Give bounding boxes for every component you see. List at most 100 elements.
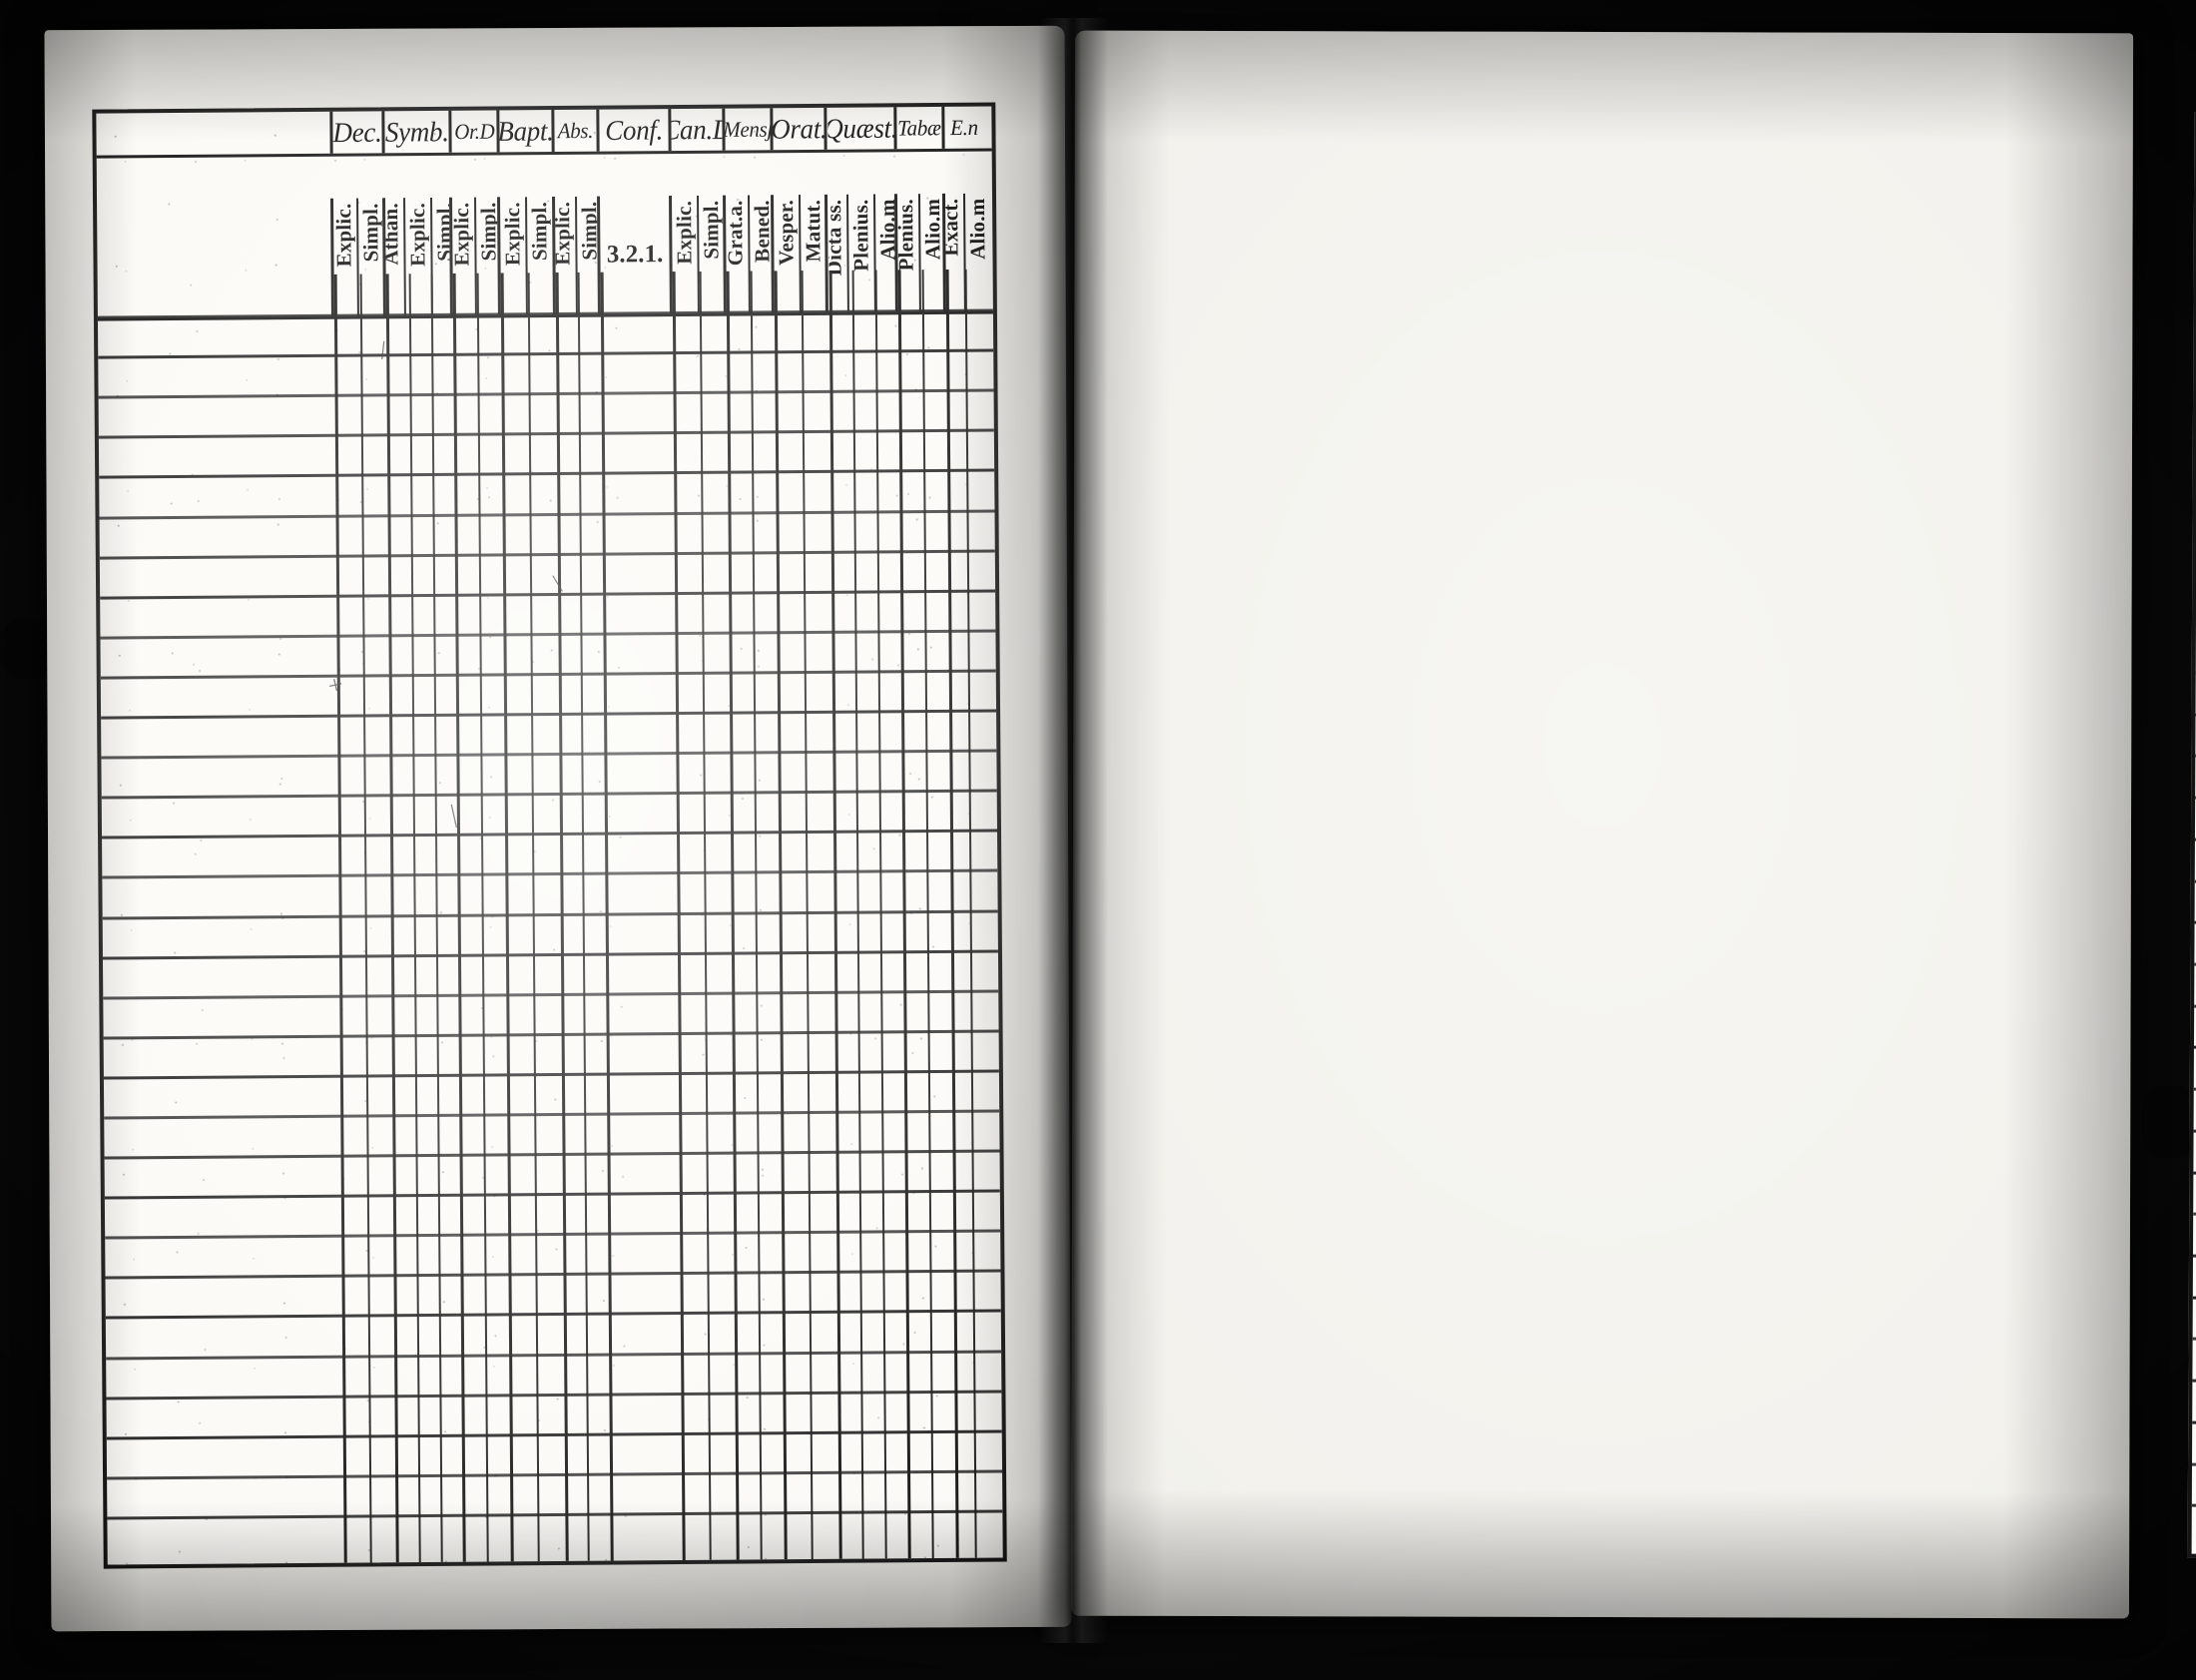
verso-sub-label-bapt-1: Simpl. <box>526 202 552 262</box>
edge-nick-right <box>2142 1086 2196 1158</box>
verso-column-rule-abs <box>600 272 615 1561</box>
verso-main-header-label-mens: Mensʃ <box>725 116 774 142</box>
verso-column-rule-bapt <box>555 272 569 1561</box>
recto-row-rule <box>2192 1379 2196 1388</box>
verso-row-rule <box>101 749 997 760</box>
verso-main-header-dec: Dec. <box>332 111 385 154</box>
verso-row-rule <box>101 709 997 720</box>
verso-row-rule <box>102 909 998 920</box>
verso-column-rule-tabae <box>945 269 959 1558</box>
recto-row-rule <box>2191 1462 2196 1470</box>
verso-main-header-name-column <box>96 111 333 156</box>
verso-subcolumn-rule-abs-1 <box>578 272 591 1561</box>
verso-sub-label-tabae-0: Plenius. <box>897 199 919 272</box>
verso-sub-label-dec-1: Simpl. <box>358 203 383 263</box>
recto-row-rule <box>2192 1420 2196 1428</box>
verso-sub-label-orat-0: Vesper. <box>774 200 799 267</box>
verso-sub-label-quaest-0: Dicta ss. <box>827 199 846 277</box>
verso-conf-level-2: 3. <box>606 241 626 269</box>
verso-sub-label-dec-0: Explic. <box>332 203 357 268</box>
verso-sub-label-bapt-0: Explic. <box>500 202 525 267</box>
verso-subcolumn-rule-bapt-1 <box>528 273 541 1562</box>
verso-row-rule <box>100 629 996 640</box>
verso-main-header-tabae: Tabæ <box>896 106 945 150</box>
verso-main-header-conf: Conf. <box>599 109 672 152</box>
verso-column-rule-ord <box>500 273 515 1562</box>
verso-main-header-label-abs: Abs. <box>557 117 594 144</box>
verso-row-rule <box>106 1390 1002 1400</box>
verso-row-rule <box>103 1069 999 1080</box>
verso-row-rule <box>107 1469 1003 1480</box>
recto-table-body <box>2191 214 2196 1558</box>
verso-main-header-cand: Can.D <box>671 108 726 152</box>
verso-main-header-bapt: Bapt. <box>499 109 555 153</box>
verso-conf-level-0: 1. <box>644 241 664 269</box>
verso-sub-label-abs-0: Explic. <box>554 201 575 266</box>
verso-row-rule <box>105 1229 1001 1240</box>
verso-main-header-label-conf: Conf. <box>605 113 664 146</box>
verso-row-rule <box>102 949 998 960</box>
verso-subcolumn-rule-tabae-1 <box>921 270 934 1559</box>
verso-sub-label-symb-0: Athan. <box>385 203 403 266</box>
verso-table-body <box>97 269 1003 1565</box>
verso-subcolumn-rule-cand-1 <box>699 271 712 1560</box>
verso-row-rule <box>106 1350 1002 1361</box>
verso-main-header-label-dec: Dec. <box>332 116 382 148</box>
verso-sub-label-orat-1: Matut. <box>800 199 825 263</box>
verso-row-rule <box>102 829 998 840</box>
verso-row-rule <box>106 1429 1002 1440</box>
verso-subcolumn-rule-orat-1 <box>801 271 815 1559</box>
verso-main-header-label-tabae: Tabæ <box>897 114 941 141</box>
verso-row-rule <box>99 509 995 520</box>
verso-main-header-orat: Orat. <box>773 107 828 151</box>
verso-conf-level-1: 2. <box>625 241 645 269</box>
verso-column-rule-quaest <box>897 270 911 1559</box>
verso-row-rule <box>99 549 995 560</box>
recto-row-rule <box>2191 1503 2196 1512</box>
verso-main-header-symb: Symb. <box>384 110 453 154</box>
verso-sub-label-mens-1: Bened. <box>749 200 775 263</box>
recto-row-rule <box>2192 1337 2196 1346</box>
verso-main-header-label-bapt: Bapt. <box>499 114 554 147</box>
verso-row-rule <box>98 428 994 439</box>
verso-main-header-quaest: Quæst. <box>826 107 897 150</box>
verso-row-rule <box>107 1509 1003 1520</box>
verso-page: c̃`⁄172n Dec.Symb.Or.DBapt.Abs.Conf.Can.… <box>44 25 1072 1632</box>
verso-subcolumn-rule-quaest-1 <box>851 270 864 1559</box>
verso-sub-label-abs-1: Simpl. <box>576 201 602 261</box>
verso-row-rule <box>98 348 994 359</box>
verso-row-rule <box>97 308 993 319</box>
verso-column-rule-conf <box>672 272 686 1561</box>
verso-subcolumn-rule-quaest-2 <box>874 270 887 1559</box>
verso-column-rule-cand <box>726 271 741 1560</box>
verso-sub-label-tabae-1: Alio.m <box>920 198 945 261</box>
verso-main-header-label-orat: Orat. <box>773 112 827 145</box>
verso-sub-label-symb-2: Simpl. <box>431 202 454 262</box>
verso-main-header-en: E.n <box>944 107 983 149</box>
verso-main-header-label-quaest: Quæst. <box>826 112 897 145</box>
verso-row-rule <box>105 1269 1001 1280</box>
verso-sub-label-en-0: Exact. <box>944 198 963 257</box>
verso-main-header-label-ord: Or.D <box>454 118 495 144</box>
verso-row-rule <box>103 989 999 1000</box>
verso-row-rule <box>98 388 994 399</box>
verso-subcolumn-rule-en-1 <box>965 269 978 1558</box>
verso-column-rule-orat <box>828 270 842 1559</box>
verso-row-rule <box>100 669 996 680</box>
verso-subcolumn-rule-symb-2 <box>430 273 443 1562</box>
verso-row-rule <box>101 789 997 800</box>
verso-sub-label-quaest-2: Alio.m <box>875 199 898 261</box>
verso-sub-label-ord-1: Simpl. <box>475 202 501 262</box>
verso-sub-label-cand-0: Explic. <box>672 200 697 265</box>
verso-row-rule <box>104 1149 1000 1160</box>
recto-page: NatusObiit171717171717Accef.Abiit. D.Ann… <box>1070 30 2196 1619</box>
verso-row-rule <box>102 868 998 879</box>
verso-sub-label-ord-0: Explic. <box>452 202 474 267</box>
verso-row-rule <box>100 589 996 600</box>
verso-column-rule-symb <box>453 273 467 1562</box>
verso-column-rule-mens <box>774 271 788 1560</box>
verso-main-header-mens: Mensʃ <box>725 108 774 151</box>
verso-column-rule-dec <box>385 274 399 1563</box>
verso-sub-label-symb-1: Explic. <box>404 202 430 267</box>
